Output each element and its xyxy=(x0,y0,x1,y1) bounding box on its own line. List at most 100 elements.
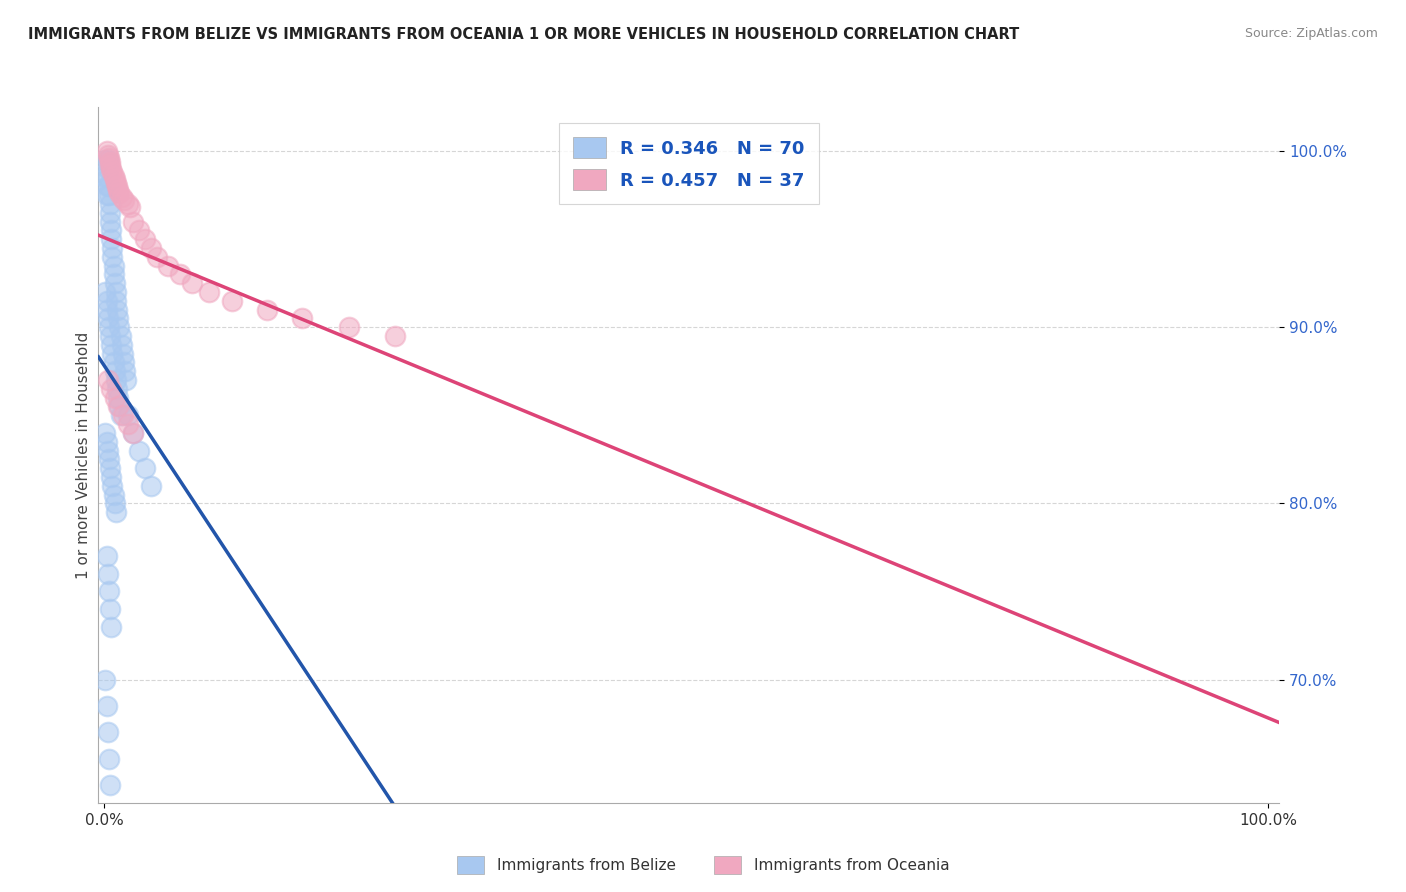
Point xyxy=(96,698,118,713)
Point xyxy=(117,417,139,431)
Point xyxy=(104,391,127,405)
Point xyxy=(105,179,128,194)
Point xyxy=(122,214,145,228)
Point xyxy=(104,276,127,290)
Point xyxy=(103,268,125,282)
Point xyxy=(139,241,162,255)
Point xyxy=(157,259,180,273)
Point xyxy=(110,409,132,423)
Point xyxy=(128,443,150,458)
Point xyxy=(111,409,134,423)
Point xyxy=(94,425,117,440)
Point xyxy=(96,549,118,564)
Point xyxy=(107,311,129,326)
Point xyxy=(100,232,122,246)
Point xyxy=(97,179,120,194)
Point xyxy=(96,434,118,449)
Point xyxy=(103,355,125,369)
Point xyxy=(108,320,131,334)
Point xyxy=(94,153,117,167)
Point xyxy=(104,172,127,186)
Point xyxy=(134,232,156,246)
Point xyxy=(104,364,127,378)
Point xyxy=(104,285,127,299)
Point xyxy=(97,170,120,185)
Point xyxy=(103,259,125,273)
Point xyxy=(111,338,134,352)
Legend: Immigrants from Belize, Immigrants from Oceania: Immigrants from Belize, Immigrants from … xyxy=(451,850,955,880)
Point xyxy=(96,293,118,308)
Point xyxy=(128,223,150,237)
Point xyxy=(139,479,162,493)
Point xyxy=(100,223,122,237)
Point xyxy=(105,382,128,396)
Point xyxy=(112,194,135,208)
Text: IMMIGRANTS FROM BELIZE VS IMMIGRANTS FROM OCEANIA 1 OR MORE VEHICLES IN HOUSEHOL: IMMIGRANTS FROM BELIZE VS IMMIGRANTS FRO… xyxy=(28,27,1019,42)
Point xyxy=(96,188,118,202)
Point xyxy=(96,144,118,158)
Point xyxy=(145,250,167,264)
Point xyxy=(104,505,127,519)
Point xyxy=(291,311,314,326)
Point xyxy=(111,346,134,360)
Point xyxy=(97,725,120,739)
Point xyxy=(94,285,117,299)
Point xyxy=(111,190,134,204)
Point xyxy=(108,186,131,201)
Point xyxy=(122,425,145,440)
Point xyxy=(97,452,120,467)
Point xyxy=(97,311,120,326)
Legend: R = 0.346   N = 70, R = 0.457   N = 37: R = 0.346 N = 70, R = 0.457 N = 37 xyxy=(558,123,820,204)
Y-axis label: 1 or more Vehicles in Household: 1 or more Vehicles in Household xyxy=(76,331,91,579)
Point xyxy=(97,153,120,167)
Point xyxy=(97,320,120,334)
Point xyxy=(103,169,125,183)
Point xyxy=(101,165,124,179)
Point xyxy=(115,373,138,387)
Point xyxy=(221,293,243,308)
Point xyxy=(104,293,127,308)
Text: Source: ZipAtlas.com: Source: ZipAtlas.com xyxy=(1244,27,1378,40)
Point xyxy=(97,151,120,165)
Point xyxy=(100,620,122,634)
Point xyxy=(98,158,121,172)
Point xyxy=(103,487,125,501)
Point xyxy=(101,479,124,493)
Point xyxy=(107,400,129,414)
Point xyxy=(117,197,139,211)
Point xyxy=(118,201,141,215)
Point xyxy=(104,176,127,190)
Point xyxy=(384,329,406,343)
Point xyxy=(107,183,129,197)
Point xyxy=(337,320,360,334)
Point xyxy=(114,364,136,378)
Point xyxy=(98,329,121,343)
Point xyxy=(98,778,121,792)
Point xyxy=(98,197,121,211)
Point xyxy=(104,373,127,387)
Point xyxy=(100,470,122,484)
Point xyxy=(101,250,124,264)
Point xyxy=(256,302,278,317)
Point xyxy=(98,205,121,219)
Point xyxy=(97,584,120,599)
Point xyxy=(107,391,129,405)
Point xyxy=(112,355,135,369)
Point xyxy=(198,285,221,299)
Point xyxy=(122,425,145,440)
Point xyxy=(97,752,120,766)
Point xyxy=(97,147,120,161)
Point xyxy=(98,214,121,228)
Point xyxy=(96,302,118,317)
Point xyxy=(180,276,202,290)
Point xyxy=(117,409,139,423)
Point xyxy=(97,443,120,458)
Point xyxy=(96,179,118,194)
Point xyxy=(101,241,124,255)
Point xyxy=(169,268,191,282)
Point xyxy=(134,461,156,475)
Point xyxy=(105,302,128,317)
Point xyxy=(97,566,120,581)
Point xyxy=(98,602,121,616)
Point xyxy=(100,382,122,396)
